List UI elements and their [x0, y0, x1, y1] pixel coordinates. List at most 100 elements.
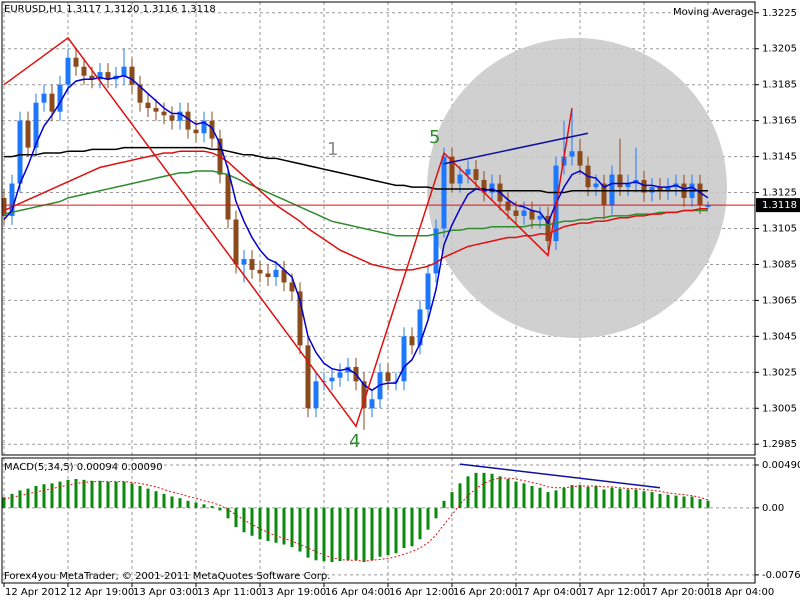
candle-body — [649, 187, 655, 193]
candle-body — [273, 269, 279, 278]
moving-average — [3, 170, 708, 237]
candle-body — [417, 309, 423, 346]
histogram-bar — [538, 487, 542, 508]
x-tick-label: 16 Apr 12:00 — [389, 587, 454, 598]
histogram-bar — [2, 497, 6, 508]
candle-body — [489, 183, 495, 193]
moving-average — [4, 146, 708, 194]
histogram-bar — [666, 494, 670, 508]
histogram-bar — [602, 489, 606, 508]
histogram-bar — [378, 507, 382, 557]
histogram-bar — [194, 502, 198, 508]
x-tick-label: 17 Apr 04:00 — [517, 587, 582, 598]
candle-body — [25, 120, 31, 148]
y-tick-label: 1.3125 — [762, 188, 797, 199]
histogram-bar — [130, 483, 134, 508]
y-tick-label: 1.3065 — [762, 295, 797, 306]
histogram-bar — [138, 485, 142, 508]
histogram-bar — [490, 473, 494, 508]
x-tick-label: 18 Apr 04:00 — [709, 587, 774, 598]
candle-body — [505, 201, 511, 211]
candle-body — [329, 377, 335, 382]
candle-body — [313, 381, 319, 409]
signal-line — [3, 477, 709, 562]
candle-body — [185, 111, 191, 130]
candle-body — [441, 156, 447, 229]
y-tick-label: 0.00 — [762, 503, 784, 514]
histogram-bar — [90, 480, 94, 508]
histogram-bar — [234, 507, 238, 528]
histogram-bar — [218, 507, 222, 511]
candle-body — [569, 151, 575, 157]
x-tick-label: 17 Apr 20:00 — [645, 587, 710, 598]
histogram-bar — [674, 495, 678, 508]
histogram-bar — [362, 507, 366, 563]
y-tick-label: 1.3145 — [762, 152, 797, 163]
y-tick-label: 1.3025 — [762, 367, 797, 378]
macd-title: MACD(5,34,5) 0.00094 0.00090 — [4, 462, 163, 473]
histogram-bar — [610, 487, 614, 508]
moving-average — [3, 150, 708, 271]
candle-body — [161, 111, 167, 116]
histogram-bar — [346, 507, 350, 561]
candle-body — [513, 210, 519, 216]
candle-body — [657, 187, 663, 191]
histogram-bar — [618, 488, 622, 508]
histogram-bar — [114, 481, 118, 508]
x-tick-label: 13 Apr 03:00 — [133, 587, 198, 598]
candle-body — [529, 210, 535, 220]
candle-body — [249, 259, 255, 270]
histogram-bar — [354, 507, 358, 561]
candle-body — [209, 120, 215, 139]
macd-panel-frame — [1, 457, 756, 584]
candle-body — [457, 174, 463, 184]
histogram-bar — [98, 480, 102, 508]
histogram-bar — [18, 490, 22, 508]
histogram-bar — [570, 485, 574, 508]
histogram-bar — [338, 507, 342, 562]
x-tick-label: 16 Apr 20:00 — [453, 587, 518, 598]
y-tick-label: 0.00490 — [762, 460, 800, 471]
histogram-bar — [466, 476, 470, 508]
candle-body — [409, 336, 415, 346]
histogram-bar — [642, 491, 646, 508]
candle-body — [89, 75, 95, 80]
histogram-bar — [626, 489, 630, 508]
grid-layer — [2, 2, 755, 583]
histogram-bar — [658, 493, 662, 508]
candle-body — [153, 108, 159, 112]
y-tick-label: 1.3045 — [762, 331, 797, 342]
histogram-bar — [106, 481, 110, 508]
histogram-bar — [498, 476, 502, 508]
last-price-label: 1.3118 — [762, 200, 797, 211]
x-tick-label: 13 Apr 19:00 — [261, 587, 326, 598]
histogram-bar — [418, 507, 422, 540]
histogram-bar — [178, 498, 182, 508]
candle-body — [49, 93, 55, 112]
candle-body — [9, 183, 15, 216]
histogram-bar — [594, 485, 598, 508]
histogram-bar — [274, 507, 278, 543]
histogram-bar — [522, 483, 526, 508]
candle-body — [385, 372, 391, 382]
histogram-bar — [450, 492, 454, 508]
candle-body — [361, 381, 367, 409]
histogram-bar — [66, 479, 70, 508]
candle-body — [121, 66, 127, 76]
highlight-circle — [427, 38, 727, 338]
histogram-bar — [690, 496, 694, 508]
candle-body — [705, 205, 711, 207]
candle-body — [1, 197, 7, 216]
y-tick-label: 1.3225 — [762, 8, 797, 19]
candle-body — [225, 174, 231, 220]
candle-body — [401, 336, 407, 382]
histogram-bar — [146, 488, 150, 508]
histogram-bar — [154, 491, 158, 508]
histogram-bar — [434, 507, 438, 519]
candle-body — [369, 399, 375, 409]
histogram-bar — [682, 496, 686, 508]
y-tick-label: 1.3085 — [762, 259, 797, 270]
histogram-bar — [26, 488, 30, 508]
candle-body — [241, 259, 247, 265]
candle-body — [281, 269, 287, 283]
